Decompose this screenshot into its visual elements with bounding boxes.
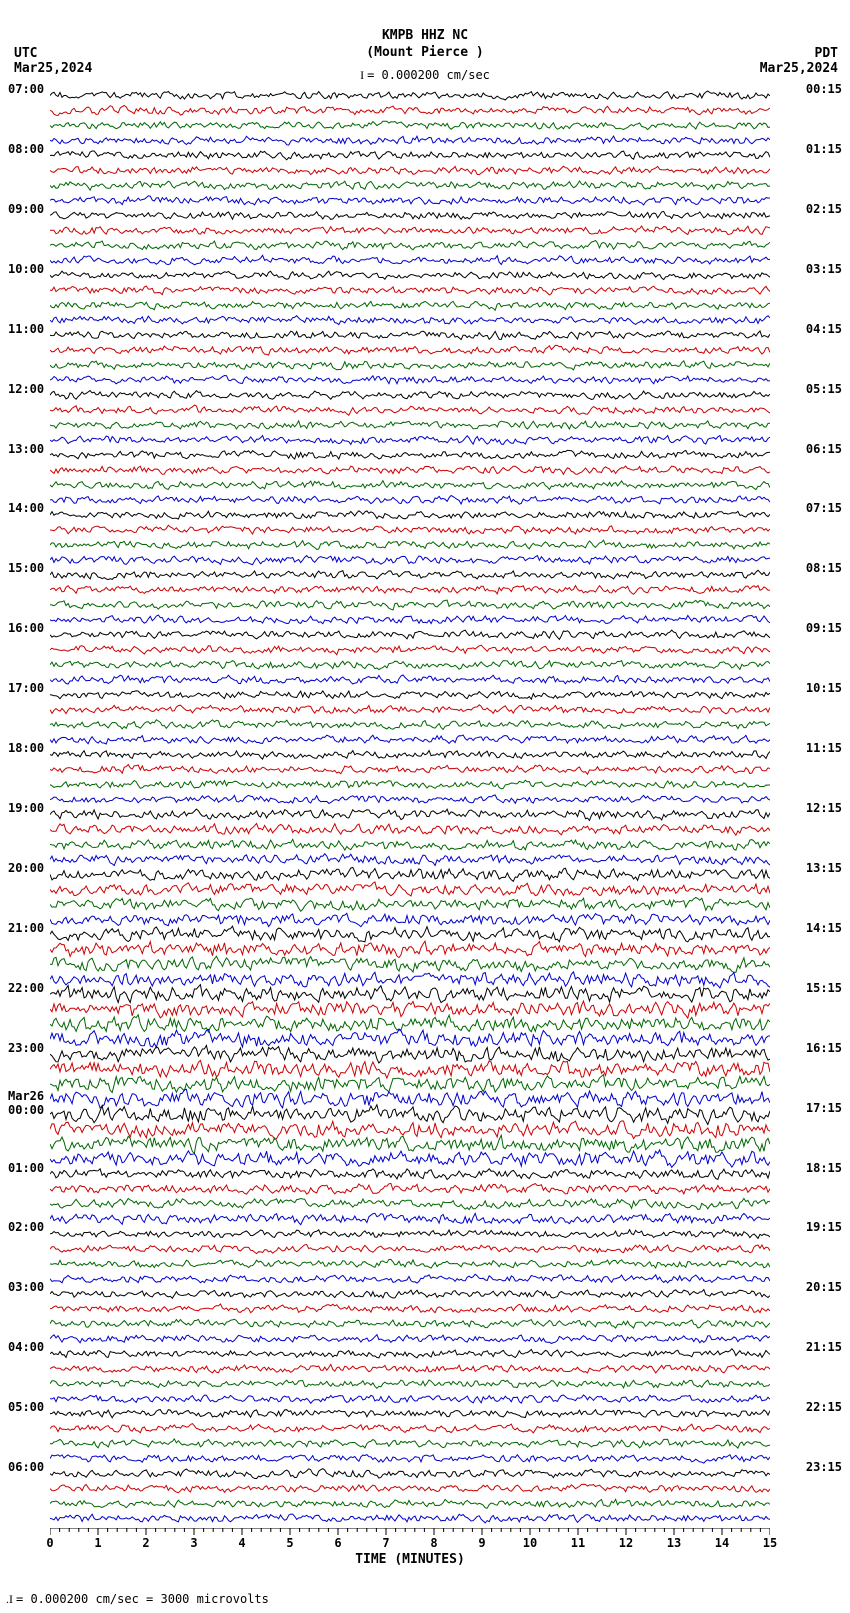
hour-label-left: 14:00 xyxy=(8,501,44,515)
hour-label-right: 01:15 xyxy=(806,142,842,156)
x-tick-label: 1 xyxy=(94,1536,101,1550)
x-tick-label: 5 xyxy=(286,1536,293,1550)
hour-label-right: 14:15 xyxy=(806,921,842,935)
x-tick-label: 4 xyxy=(238,1536,245,1550)
x-tick-label: 9 xyxy=(478,1536,485,1550)
hour-label-left: 13:00 xyxy=(8,442,44,456)
hour-label-right: 10:15 xyxy=(806,681,842,695)
x-tick-label: 10 xyxy=(523,1536,537,1550)
hour-label-left: 18:00 xyxy=(8,741,44,755)
hour-label-left: 21:00 xyxy=(8,921,44,935)
hour-label-right: 11:15 xyxy=(806,741,842,755)
date-marker: Mar2600:00 xyxy=(8,1089,44,1117)
hour-label-right: 21:15 xyxy=(806,1340,842,1354)
x-axis: TIME (MINUTES) 0123456789101112131415 xyxy=(50,1528,770,1568)
hour-label-right: 00:15 xyxy=(806,82,842,96)
hour-label-right: 17:15 xyxy=(806,1101,842,1115)
scale-text: = 0.000200 cm/sec xyxy=(367,68,490,82)
hour-label-left: 22:00 xyxy=(8,981,44,995)
seismogram-svg xyxy=(50,88,770,1526)
hour-label-left: 19:00 xyxy=(8,801,44,815)
hour-label-right: 02:15 xyxy=(806,202,842,216)
hour-label-left: 05:00 xyxy=(8,1400,44,1414)
x-tick-label: 7 xyxy=(382,1536,389,1550)
x-tick-label: 13 xyxy=(667,1536,681,1550)
footer-scale: .I = 0.000200 cm/sec = 3000 microvolts xyxy=(6,1592,269,1607)
hour-label-right: 18:15 xyxy=(806,1161,842,1175)
seismogram-container: KMPB HHZ NC (Mount Pierce ) UTC Mar25,20… xyxy=(0,0,850,1613)
hour-label-right: 05:15 xyxy=(806,382,842,396)
hour-label-right: 07:15 xyxy=(806,501,842,515)
hour-label-left: 12:00 xyxy=(8,382,44,396)
x-tick-label: 2 xyxy=(142,1536,149,1550)
hour-label-left: 20:00 xyxy=(8,861,44,875)
hour-label-left: 01:00 xyxy=(8,1161,44,1175)
hour-label-left: 15:00 xyxy=(8,561,44,575)
hour-label-left: 02:00 xyxy=(8,1220,44,1234)
x-axis-ticks xyxy=(50,1528,770,1550)
hour-label-left: 23:00 xyxy=(8,1041,44,1055)
hour-label-left: 07:00 xyxy=(8,82,44,96)
hour-label-right: 23:15 xyxy=(806,1460,842,1474)
x-axis-label: TIME (MINUTES) xyxy=(50,1552,770,1567)
hour-label-right: 08:15 xyxy=(806,561,842,575)
x-tick-label: 15 xyxy=(763,1536,777,1550)
hour-label-left: 17:00 xyxy=(8,681,44,695)
x-tick-label: 14 xyxy=(715,1536,729,1550)
x-tick-label: 11 xyxy=(571,1536,585,1550)
hour-label-right: 19:15 xyxy=(806,1220,842,1234)
hour-label-left: 03:00 xyxy=(8,1280,44,1294)
hour-label-left: 16:00 xyxy=(8,621,44,635)
hour-label-right: 04:15 xyxy=(806,322,842,336)
plot-area xyxy=(50,88,770,1526)
hour-label-left: 09:00 xyxy=(8,202,44,216)
tz-right-label: PDT xyxy=(760,46,838,61)
hour-label-left: 06:00 xyxy=(8,1460,44,1474)
station-code: KMPB HHZ NC xyxy=(0,28,850,45)
hour-label-right: 12:15 xyxy=(806,801,842,815)
hour-label-right: 20:15 xyxy=(806,1280,842,1294)
hour-label-right: 22:15 xyxy=(806,1400,842,1414)
hour-label-right: 13:15 xyxy=(806,861,842,875)
x-tick-label: 12 xyxy=(619,1536,633,1550)
x-tick-label: 8 xyxy=(430,1536,437,1550)
scale-indicator: I = 0.000200 cm/sec xyxy=(0,68,850,83)
hour-label-right: 09:15 xyxy=(806,621,842,635)
hour-label-right: 15:15 xyxy=(806,981,842,995)
footer-text: = 0.000200 cm/sec = 3000 microvolts xyxy=(16,1592,269,1606)
hour-label-left: 04:00 xyxy=(8,1340,44,1354)
x-tick-label: 0 xyxy=(46,1536,53,1550)
hour-label-right: 06:15 xyxy=(806,442,842,456)
header-block: KMPB HHZ NC (Mount Pierce ) xyxy=(0,28,850,62)
hour-label-left: 10:00 xyxy=(8,262,44,276)
station-location: (Mount Pierce ) xyxy=(0,45,850,62)
tz-left-label: UTC xyxy=(14,46,92,61)
x-tick-label: 3 xyxy=(190,1536,197,1550)
hour-label-left: 08:00 xyxy=(8,142,44,156)
x-tick-label: 6 xyxy=(334,1536,341,1550)
hour-label-right: 03:15 xyxy=(806,262,842,276)
hour-label-left: 11:00 xyxy=(8,322,44,336)
hour-label-right: 16:15 xyxy=(806,1041,842,1055)
